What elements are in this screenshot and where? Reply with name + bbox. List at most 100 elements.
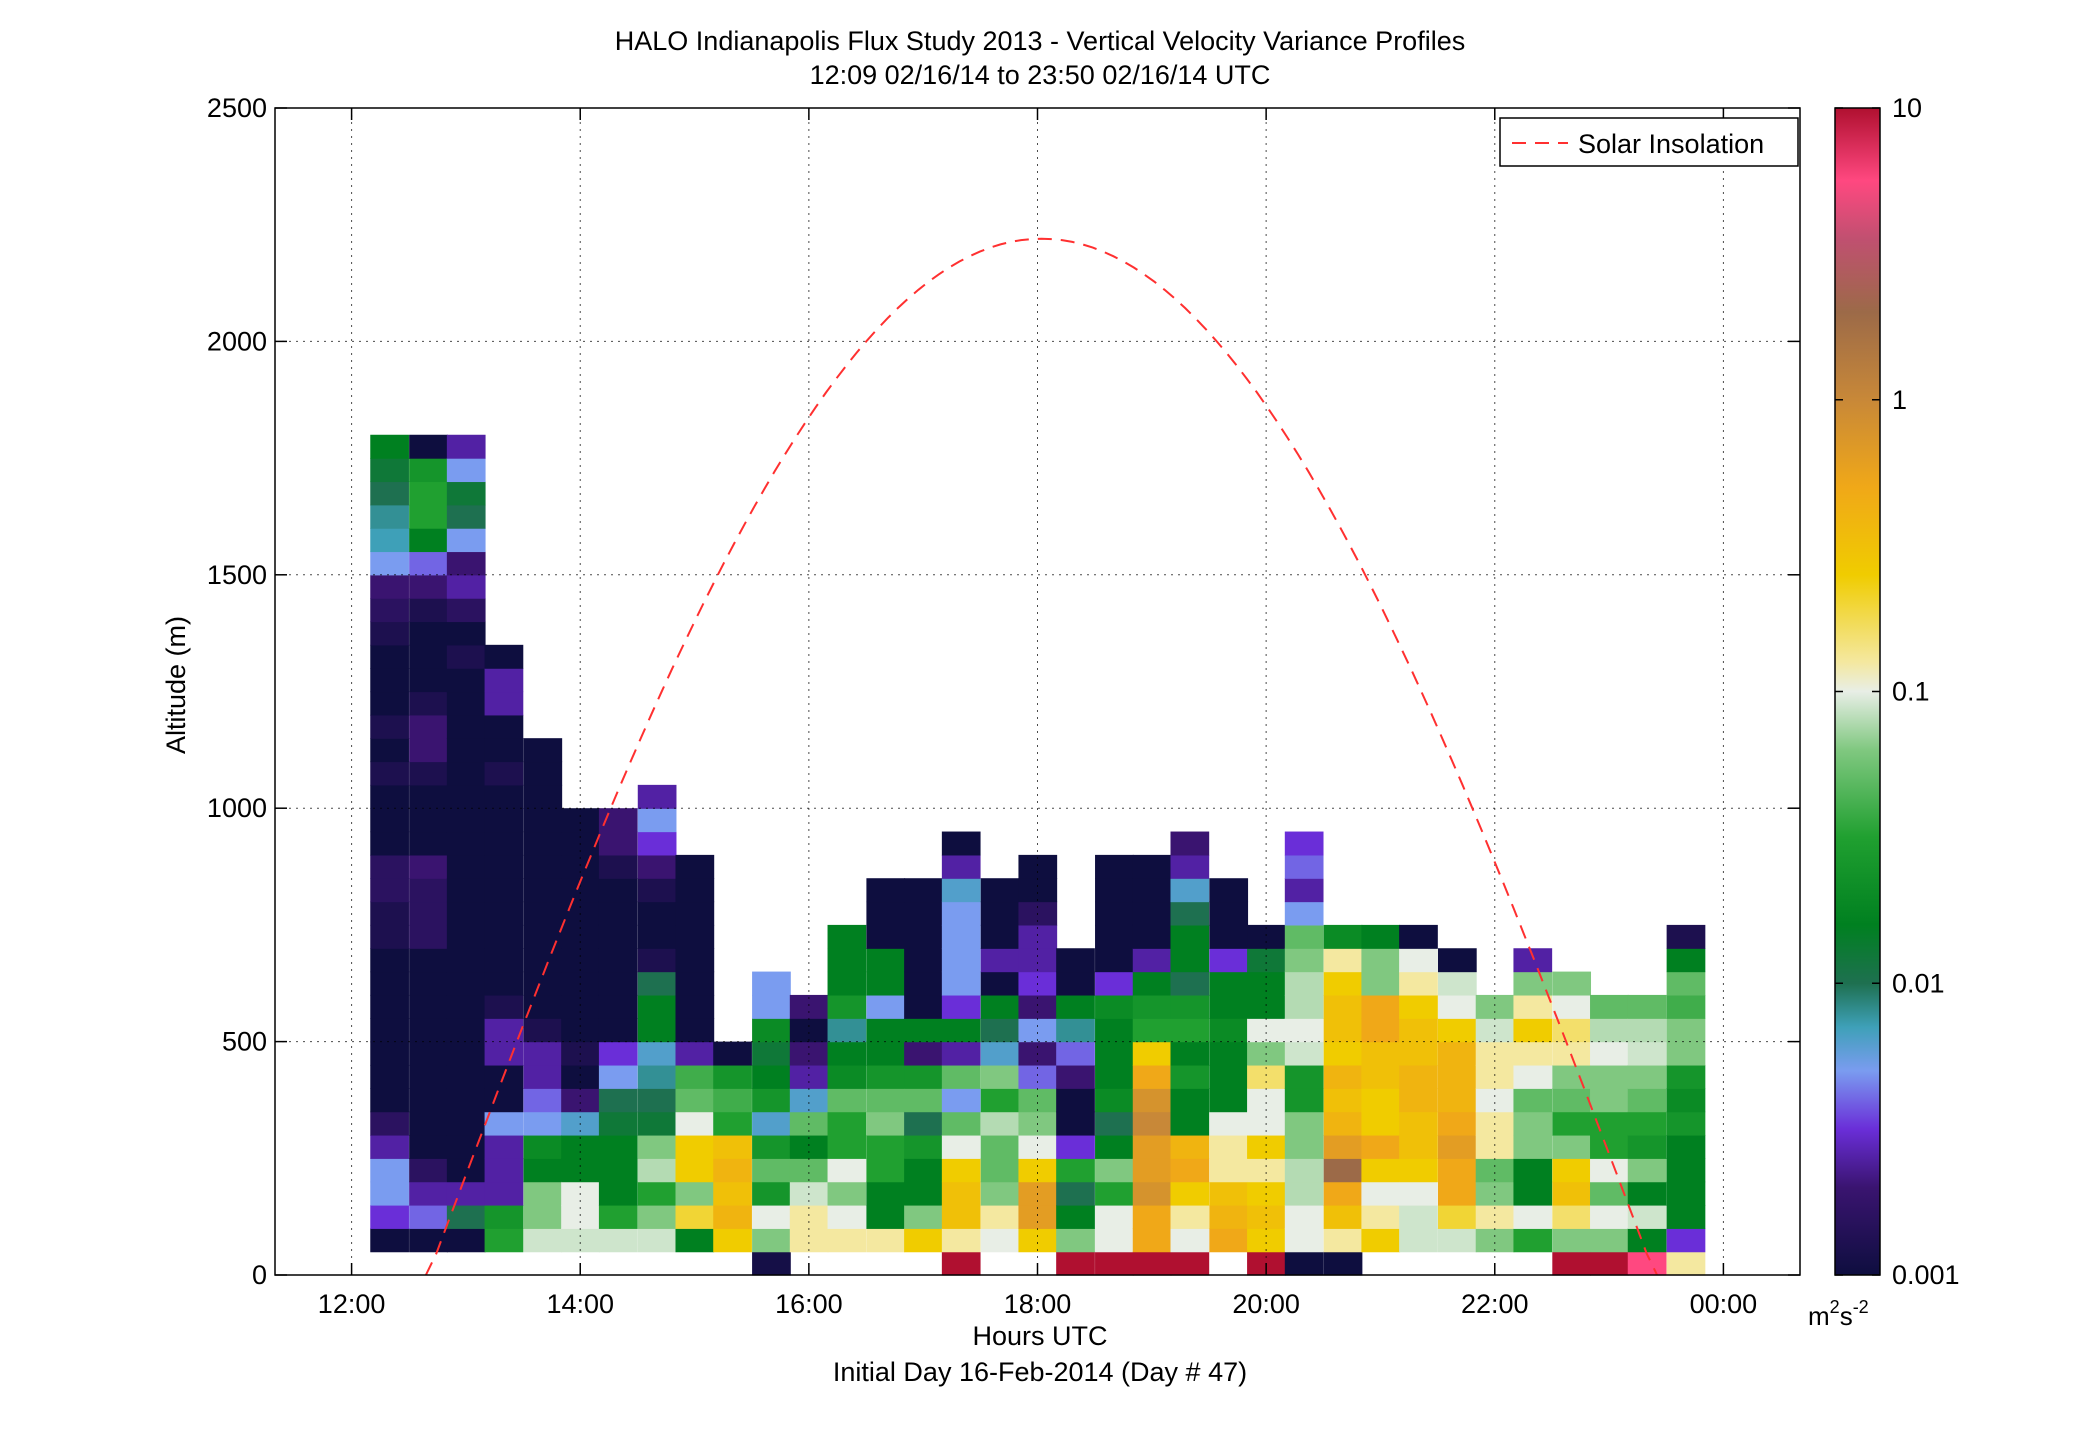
heatmap-cell [1132, 924, 1172, 949]
heatmap-cell [446, 644, 486, 669]
heatmap-cell [484, 1041, 524, 1066]
heatmap-cell [523, 948, 563, 973]
legend-label-solar-insolation: Solar Insolation [1578, 129, 1764, 159]
y-axis-label: Altitude (m) [161, 616, 191, 754]
heatmap-cell [941, 854, 981, 879]
heatmap-cell [370, 1041, 409, 1066]
heatmap-cell [1552, 1181, 1592, 1206]
heatmap-cell [1209, 971, 1249, 996]
heatmap-cell [484, 1228, 524, 1253]
heatmap-cell [1209, 901, 1249, 926]
heatmap-cell [561, 808, 600, 833]
heatmap-cell [598, 948, 638, 973]
heatmap-cell [904, 1228, 943, 1253]
heatmap-cell [637, 1228, 677, 1253]
heatmap-cell [409, 714, 448, 739]
heatmap-cell [446, 1204, 486, 1229]
heatmap-cell [941, 1181, 981, 1206]
heatmap-cell [941, 878, 981, 903]
heatmap-cell [637, 994, 677, 1019]
heatmap-cell [980, 878, 1020, 903]
heatmap-cell [409, 668, 448, 693]
heatmap-cell [1590, 1158, 1629, 1183]
heatmap-cell [523, 1018, 563, 1043]
heatmap-cell [523, 854, 563, 879]
heatmap-cell [370, 574, 409, 599]
heatmap-cell [1590, 1134, 1629, 1159]
heatmap-cell [1666, 1134, 1706, 1159]
heatmap-cell [713, 1158, 752, 1183]
heatmap-cell [789, 1134, 829, 1159]
heatmap-cell [523, 831, 563, 856]
heatmap-cell [980, 994, 1020, 1019]
heatmap-cell [980, 924, 1020, 949]
heatmap-cell [1590, 994, 1629, 1019]
heatmap-cell [370, 668, 409, 693]
heatmap-cell [827, 1134, 867, 1159]
chart-title: HALO Indianapolis Flux Study 2013 - Vert… [615, 26, 1465, 56]
heatmap-cell [409, 1134, 448, 1159]
heatmap-cell [1513, 1041, 1553, 1066]
heatmap-cell [446, 1111, 486, 1136]
heatmap-cell [1399, 1228, 1438, 1253]
colorbar-tick-label: 1 [1892, 385, 1907, 415]
heatmap-cell [1323, 1228, 1363, 1253]
heatmap-cell [1132, 1041, 1172, 1066]
heatmap-cell [1475, 1088, 1515, 1113]
heatmap-cell [446, 528, 486, 553]
heatmap-cell [1437, 1204, 1477, 1229]
heatmap-cell [1284, 854, 1324, 879]
heatmap-cell [370, 784, 409, 809]
heatmap-cell [1361, 948, 1401, 973]
heatmap-cell [1590, 1111, 1629, 1136]
heatmap-cell [370, 1204, 409, 1229]
heatmap-cell [637, 1088, 677, 1113]
heatmap-cell [409, 808, 448, 833]
heatmap-cell [409, 1181, 448, 1206]
heatmap-cell [370, 808, 409, 833]
heatmap-cell [1095, 1111, 1134, 1136]
heatmap-cell [1552, 1041, 1592, 1066]
heatmap-cell [484, 714, 524, 739]
heatmap-cell [484, 1158, 524, 1183]
heatmap-cell [789, 1064, 829, 1089]
heatmap-cell [1437, 1088, 1477, 1113]
heatmap-cell [980, 1134, 1020, 1159]
heatmap-cell [561, 1158, 600, 1183]
heatmap-cell [1247, 924, 1286, 949]
heatmap-cell [370, 1158, 409, 1183]
heatmap-cell [941, 1088, 981, 1113]
heatmap-cell [1437, 1158, 1477, 1183]
heatmap-cell [598, 1181, 638, 1206]
heatmap-cell [941, 1158, 981, 1183]
heatmap-cell [866, 901, 906, 926]
heatmap-cell [598, 994, 638, 1019]
heatmap-cell [1132, 994, 1172, 1019]
heatmap-cell [1170, 1181, 1210, 1206]
heatmap-cell [1399, 1018, 1438, 1043]
heatmap-cell [523, 1181, 563, 1206]
heatmap-cell [1666, 1228, 1706, 1253]
heatmap-cell [1170, 854, 1210, 879]
heatmap-cell [370, 1134, 409, 1159]
heatmap-cell [675, 994, 715, 1019]
heatmap-cell [904, 1134, 943, 1159]
heatmap-cell [598, 878, 638, 903]
heatmap-cell [446, 854, 486, 879]
heatmap-cell [370, 551, 409, 576]
heatmap-cell [1552, 971, 1592, 996]
heatmap-cell [1361, 994, 1401, 1019]
heatmap-cell [409, 504, 448, 529]
heatmap-cell [1284, 1111, 1324, 1136]
heatmap-cell [1361, 1064, 1401, 1089]
heatmap-cell [904, 901, 943, 926]
heatmap-cell [1284, 1041, 1324, 1066]
heatmap-cell [1323, 1181, 1363, 1206]
heatmap-cell [1095, 924, 1134, 949]
heatmap-cell [1399, 1181, 1438, 1206]
heatmap-cell [446, 1018, 486, 1043]
heatmap-cell [637, 1064, 677, 1089]
heatmap-cell [1170, 1064, 1210, 1089]
heatmap-cell [827, 1041, 867, 1066]
heatmap-cell [904, 878, 943, 903]
